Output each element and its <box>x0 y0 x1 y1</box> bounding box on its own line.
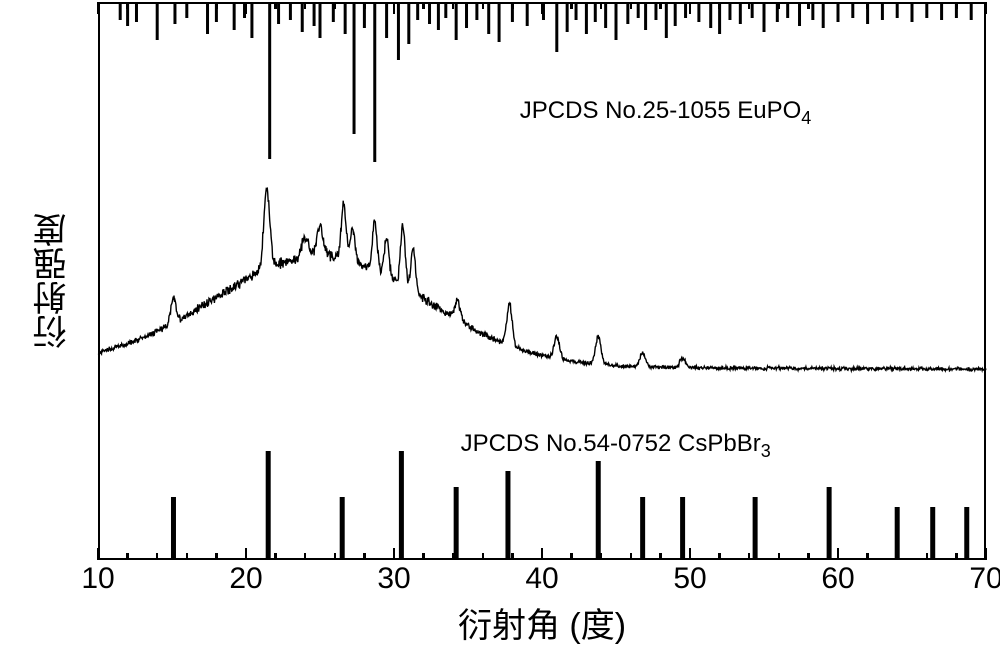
x-tick-minor <box>334 2 337 9</box>
x-tick-minor <box>926 553 929 560</box>
x-tick-label: 50 <box>660 562 720 596</box>
x-tick-major <box>245 2 248 14</box>
x-tick-minor <box>186 2 189 9</box>
x-tick-major <box>985 548 988 560</box>
x-tick-minor <box>778 553 781 560</box>
x-tick-minor <box>718 553 721 560</box>
x-tick-label: 60 <box>808 562 868 596</box>
x-tick-minor <box>778 2 781 9</box>
x-tick-minor <box>866 2 869 9</box>
x-tick-label: 10 <box>68 562 128 596</box>
x-tick-major <box>689 2 692 14</box>
y-axis-label: 衍射强度 <box>28 191 77 371</box>
x-tick-minor <box>630 553 633 560</box>
x-tick-label: 30 <box>364 562 424 596</box>
x-tick-minor <box>186 553 189 560</box>
x-tick-minor <box>274 553 277 560</box>
x-tick-label: 40 <box>512 562 572 596</box>
x-tick-minor <box>896 553 899 560</box>
x-tick-major <box>393 548 396 560</box>
x-tick-minor <box>570 553 573 560</box>
x-tick-minor <box>511 553 514 560</box>
x-tick-major <box>393 2 396 14</box>
x-tick-minor <box>659 553 662 560</box>
x-tick-minor <box>926 2 929 9</box>
x-tick-major <box>837 548 840 560</box>
x-tick-minor <box>452 2 455 9</box>
x-tick-major <box>245 548 248 560</box>
x-tick-minor <box>748 553 751 560</box>
axis-frame <box>98 2 986 560</box>
x-tick-major <box>689 548 692 560</box>
x-tick-minor <box>955 2 958 9</box>
x-tick-minor <box>363 2 366 9</box>
x-tick-minor <box>807 553 810 560</box>
x-tick-minor <box>304 553 307 560</box>
x-tick-minor <box>422 2 425 9</box>
x-tick-minor <box>896 2 899 9</box>
x-tick-label: 70 <box>956 562 1000 596</box>
x-tick-minor <box>452 553 455 560</box>
x-tick-minor <box>215 553 218 560</box>
x-tick-minor <box>866 553 869 560</box>
x-tick-major <box>541 2 544 14</box>
x-tick-minor <box>748 2 751 9</box>
x-tick-major <box>985 2 988 14</box>
x-tick-minor <box>274 2 277 9</box>
x-tick-minor <box>126 553 129 560</box>
x-tick-minor <box>659 2 662 9</box>
x-tick-major <box>97 2 100 14</box>
xrd-figure: JPCDS No.25-1055 EuPO4 JPCDS No.54-0752 … <box>0 0 1000 656</box>
x-axis-label: 衍射角 (度) <box>422 598 662 647</box>
x-tick-minor <box>363 553 366 560</box>
x-tick-minor <box>422 553 425 560</box>
x-tick-label: 20 <box>216 562 276 596</box>
x-tick-minor <box>215 2 218 9</box>
x-tick-minor <box>600 2 603 9</box>
x-tick-minor <box>955 553 958 560</box>
x-tick-minor <box>482 553 485 560</box>
x-tick-minor <box>156 553 159 560</box>
x-tick-major <box>97 548 100 560</box>
x-tick-minor <box>570 2 573 9</box>
x-tick-minor <box>600 553 603 560</box>
x-tick-minor <box>304 2 307 9</box>
x-tick-minor <box>126 2 129 9</box>
x-tick-minor <box>482 2 485 9</box>
x-tick-minor <box>156 2 159 9</box>
x-tick-minor <box>630 2 633 9</box>
x-tick-major <box>837 2 840 14</box>
x-tick-minor <box>511 2 514 9</box>
x-tick-minor <box>807 2 810 9</box>
x-tick-major <box>541 548 544 560</box>
x-tick-minor <box>334 553 337 560</box>
x-tick-minor <box>718 2 721 9</box>
